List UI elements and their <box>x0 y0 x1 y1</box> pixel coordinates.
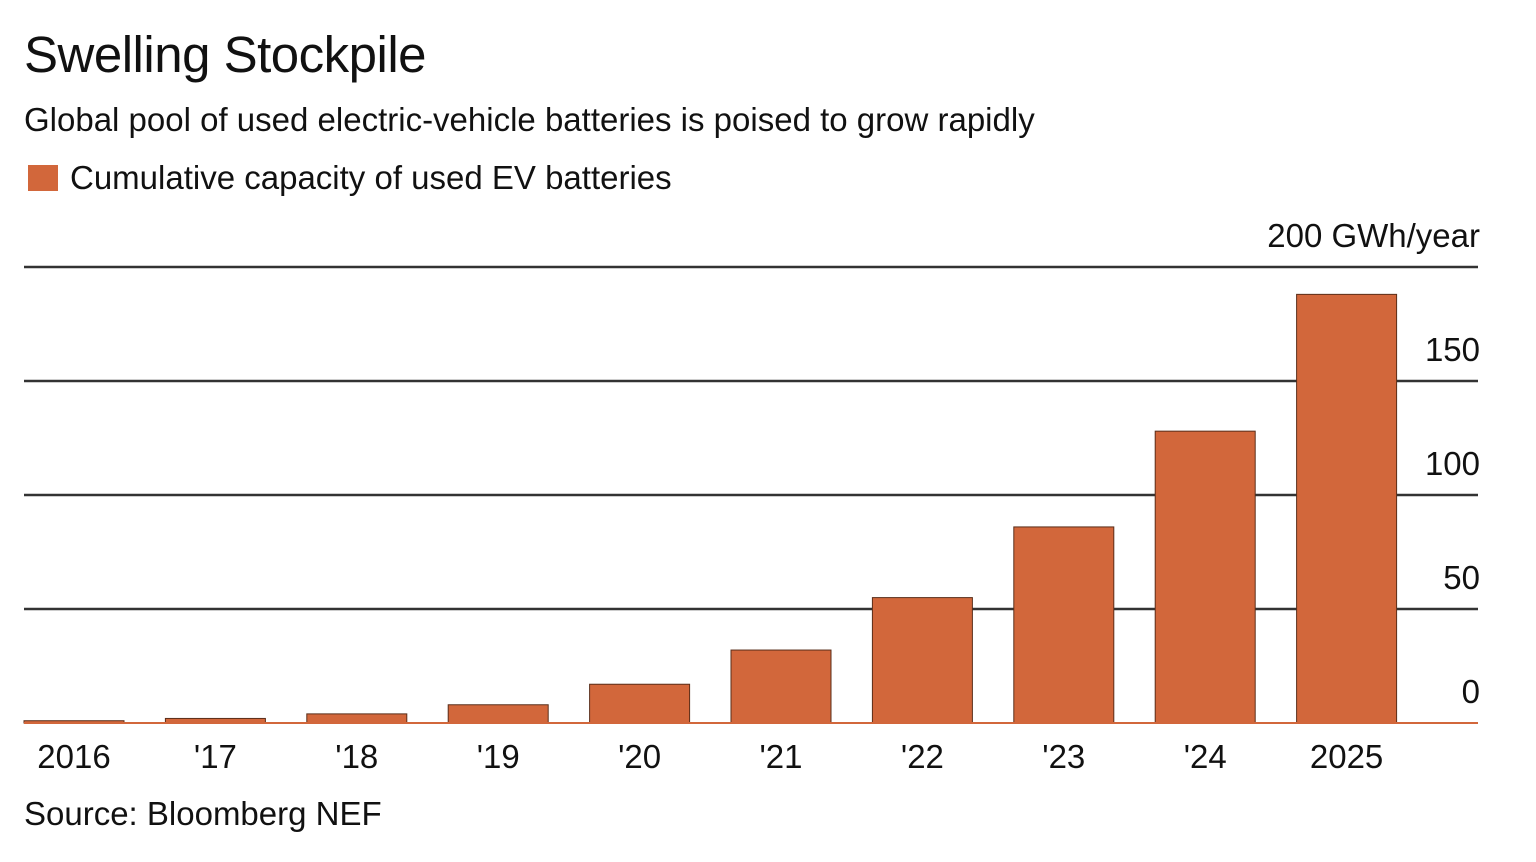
y-tick-labels: 0 50 100 150 200 GWh/year <box>1267 217 1480 710</box>
y-tick-label-100: 100 <box>1425 445 1480 482</box>
chart-subtitle: Global pool of used electric-vehicle bat… <box>24 101 1035 138</box>
chart-title: Swelling Stockpile <box>24 26 427 83</box>
x-tick-label-22: '22 <box>901 738 944 775</box>
x-tick-labels: 2016 '17 '18 '19 '20 '21 '22 '23 '24 2025 <box>37 738 1383 775</box>
x-tick-label-2025: 2025 <box>1310 738 1383 775</box>
bar-2025 <box>1296 293 1398 724</box>
bar-24 <box>1154 430 1256 724</box>
legend-swatch <box>28 165 58 191</box>
bar-21 <box>730 649 832 724</box>
bar-22 <box>871 597 973 724</box>
gridlines <box>24 265 1478 611</box>
x-tick-label-2016: 2016 <box>37 738 110 775</box>
x-tick-label-24: '24 <box>1184 738 1227 775</box>
bars <box>23 293 1478 724</box>
source-note: Source: Bloomberg NEF <box>24 795 382 832</box>
x-tick-label-17: '17 <box>194 738 237 775</box>
x-tick-label-23: '23 <box>1042 738 1085 775</box>
x-tick-label-18: '18 <box>335 738 378 775</box>
bar-18 <box>306 713 408 724</box>
x-tick-label-21: '21 <box>759 738 802 775</box>
y-tick-label-0: 0 <box>1462 673 1480 710</box>
bar-23 <box>1013 526 1115 724</box>
y-tick-label-150: 150 <box>1425 331 1480 368</box>
x-tick-label-20: '20 <box>618 738 661 775</box>
y-tick-label-200: 200 GWh/year <box>1267 217 1480 254</box>
legend-label: Cumulative capacity of used EV batteries <box>70 159 672 196</box>
legend: Cumulative capacity of used EV batteries <box>28 158 672 198</box>
bar-19 <box>447 704 549 724</box>
y-tick-label-50: 50 <box>1443 559 1480 596</box>
bar-20 <box>589 683 691 724</box>
x-tick-label-19: '19 <box>477 738 520 775</box>
